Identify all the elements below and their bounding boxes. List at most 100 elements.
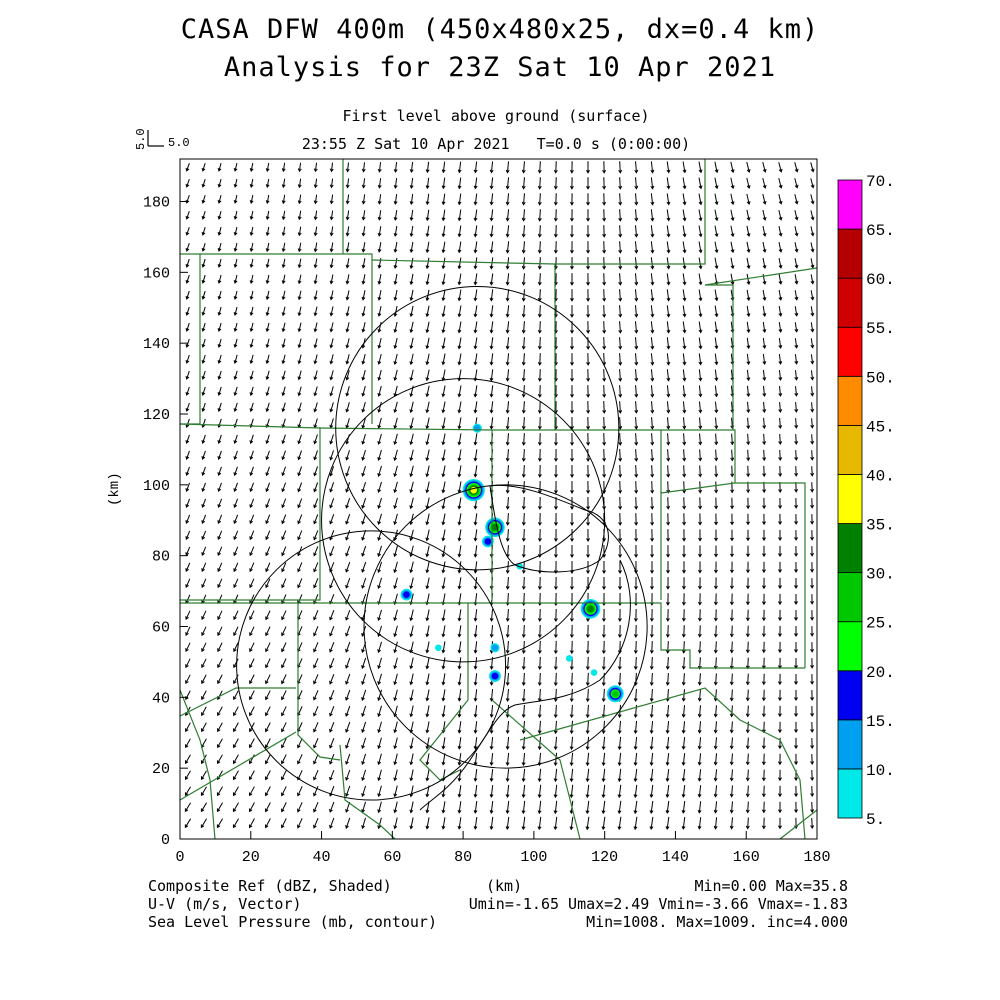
wind-vector [362, 210, 366, 220]
wind-vector [442, 449, 446, 461]
wind-vector-head [537, 394, 542, 398]
wind-vector [265, 546, 271, 556]
wind-vector-head [553, 682, 558, 687]
wind-vector [297, 482, 303, 492]
wind-vector-head [778, 505, 783, 510]
wind-vector-head [441, 761, 446, 766]
wind-vector [474, 241, 478, 253]
wind-vector-head [650, 329, 655, 334]
wind-vector-head [585, 810, 590, 815]
wind-vector [474, 385, 478, 397]
wind-vector-head [185, 536, 190, 541]
wind-vector-head [377, 745, 382, 750]
wind-vector-head [665, 634, 670, 638]
wind-vector [554, 736, 558, 750]
wind-vector [619, 209, 621, 221]
wind-vector [810, 290, 814, 300]
wind-vector [442, 225, 446, 237]
wind-vector-head [361, 232, 366, 237]
wind-vector [523, 529, 525, 541]
wind-vector-head [553, 217, 558, 222]
wind-vector [714, 305, 718, 317]
wind-vector [313, 610, 319, 620]
wind-vector [282, 242, 286, 252]
reflectivity-cell [565, 655, 573, 662]
wind-vector-head [810, 424, 815, 429]
wind-vector-head [377, 505, 382, 509]
wind-vector-head [201, 311, 206, 316]
wind-vector [442, 369, 446, 381]
wind-vector [249, 594, 255, 604]
wind-vector [507, 481, 509, 493]
wind-vector [666, 241, 670, 253]
wind-vector [345, 705, 351, 717]
wind-vector [762, 353, 766, 365]
wind-vector [507, 688, 509, 702]
wind-vector-head [409, 761, 414, 766]
wind-vector [730, 209, 734, 221]
wind-vector [762, 177, 766, 189]
wind-vector [361, 817, 367, 829]
wind-vector [810, 338, 814, 348]
wind-vector-head [794, 681, 798, 686]
x-tick-label: 180 [803, 849, 830, 866]
wind-vector [507, 672, 509, 686]
wind-vector-head [377, 216, 382, 221]
wind-vector [217, 642, 223, 652]
wind-vector [682, 337, 686, 349]
wind-vector [682, 769, 686, 781]
wind-vector [297, 786, 303, 796]
wind-vector [186, 210, 190, 220]
wind-vector [635, 401, 637, 413]
wind-vector [490, 305, 494, 317]
wind-vector-head [184, 760, 189, 765]
colorbar-segment [837, 768, 863, 819]
wind-vector [507, 497, 509, 509]
wind-vector [281, 498, 287, 508]
wind-vector [810, 354, 814, 364]
wind-vector-head [489, 313, 494, 318]
wind-vector [410, 241, 414, 253]
wind-vector-head [281, 328, 286, 333]
wind-vector-head [553, 538, 558, 542]
wind-vector [762, 369, 766, 381]
wind-vector-head [713, 761, 718, 766]
wind-vector [666, 752, 670, 766]
wind-vector-head [634, 441, 639, 446]
wind-vector [186, 354, 190, 364]
wind-vector-head [249, 568, 253, 573]
wind-vector-head [473, 329, 478, 334]
wind-vector-head [441, 569, 446, 574]
wind-vector [778, 242, 782, 252]
wind-vector [539, 656, 541, 670]
wind-vector-head [457, 809, 462, 814]
wind-vector-head [313, 792, 317, 797]
wind-vector-head [393, 633, 398, 638]
wind-vector-head [313, 632, 317, 637]
wind-vector [603, 704, 605, 718]
wind-vector [297, 594, 303, 604]
wind-vector [217, 530, 223, 540]
wind-vector [266, 290, 270, 300]
wind-vector [233, 722, 239, 732]
wind-vector-head [650, 505, 655, 510]
wind-vector [490, 736, 494, 750]
wind-vector [602, 800, 606, 814]
wind-vector [282, 322, 286, 332]
wind-vector-head [633, 666, 638, 670]
wind-vector [523, 193, 525, 205]
wind-vector [635, 465, 637, 477]
wind-vector [603, 385, 605, 397]
wind-vector-head [698, 377, 703, 382]
wind-vector-head [633, 698, 638, 703]
wind-vector-head [521, 169, 526, 174]
wind-vector-head [185, 456, 190, 460]
wind-vector-head [682, 217, 687, 222]
wind-vector [282, 258, 286, 268]
wind-vector-head [473, 553, 478, 558]
wind-vector-head [489, 217, 494, 222]
wind-vector-head [329, 200, 334, 205]
wind-vector-head [265, 248, 270, 253]
wind-vector-head [714, 441, 719, 446]
wind-vector [410, 401, 414, 413]
